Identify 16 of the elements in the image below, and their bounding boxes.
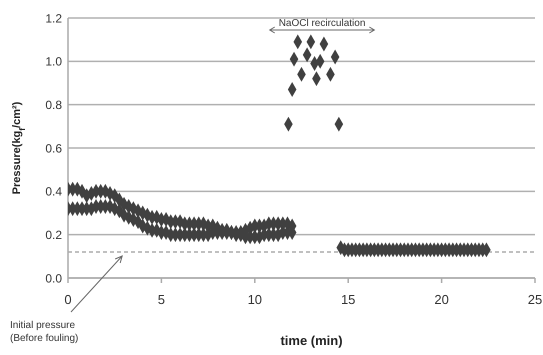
annotation: NaOCl recirculation: [278, 18, 366, 29]
y-tick-label: 0.8: [45, 98, 62, 112]
x-tick-label: 0: [64, 292, 72, 308]
annotation: Initial pressure (Before fouling): [10, 320, 78, 344]
y-tick-label: 0.4: [45, 184, 62, 199]
y-tick-label: 0.6: [45, 141, 62, 156]
x-tick-label: 10: [248, 292, 262, 308]
x-tick-label: 5: [158, 292, 166, 308]
x-tick-label: 20: [434, 292, 449, 308]
x-axis-title: time (min): [280, 333, 343, 348]
y-tick-label: 1.2: [45, 11, 62, 26]
y-tick-label: 0.0: [45, 271, 62, 286]
x-tick-label: 15: [340, 292, 356, 308]
x-tick-label: 25: [528, 292, 542, 308]
y-tick-label: 1.0: [45, 54, 62, 69]
y-tick-label: 0.2: [45, 228, 62, 242]
